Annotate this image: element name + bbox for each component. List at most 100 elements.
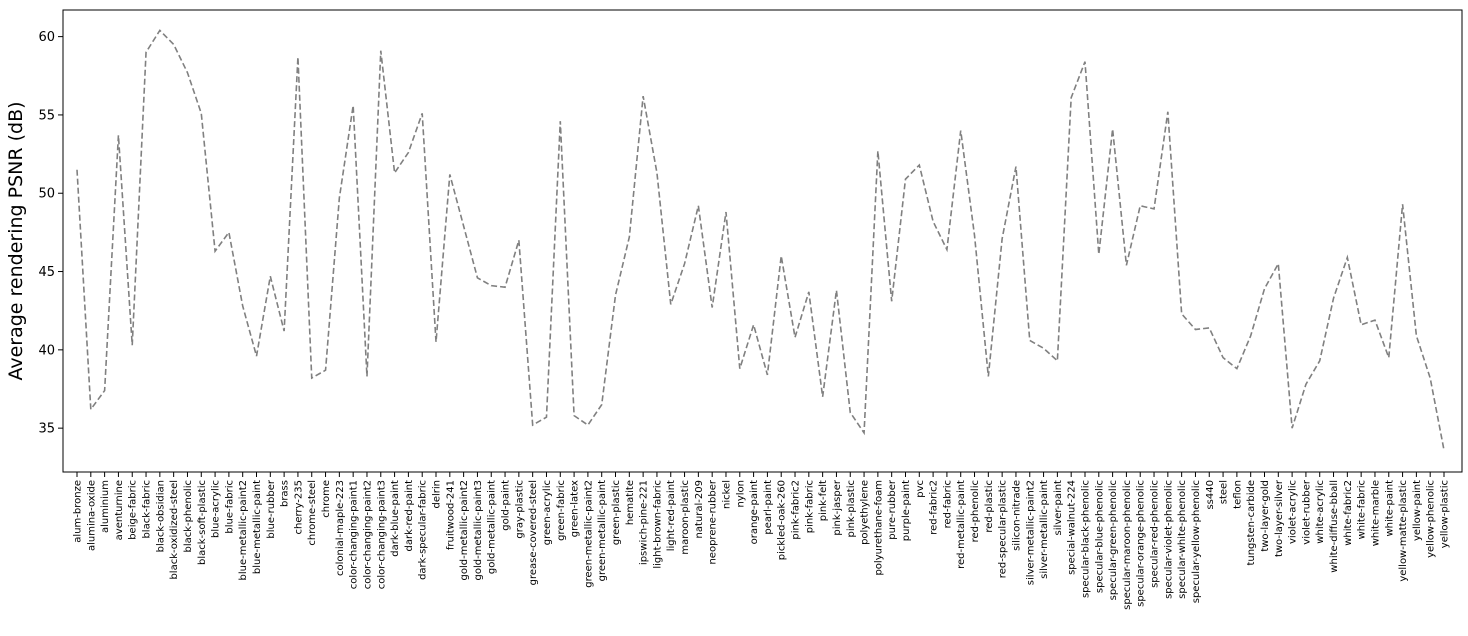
x-tick-label: specular-red-phenolic xyxy=(1150,480,1161,588)
x-tick-label: red-specular-plastic xyxy=(998,480,1009,578)
x-tick-label: blue-fabric xyxy=(224,480,235,534)
x-tick-label: specular-black-phenolic xyxy=(1080,480,1091,598)
x-tick-label: black-obsidian xyxy=(155,480,166,552)
x-tick-label: specular-violet-phenolic xyxy=(1163,480,1174,599)
x-tick-label: dark-red-paint xyxy=(404,480,415,552)
x-tick-label: red-fabric2 xyxy=(929,480,940,535)
x-tick-label: silver-paint xyxy=(1053,480,1064,536)
x-tick-label: green-latex xyxy=(570,480,581,537)
psnr-series-line xyxy=(76,29,1445,451)
x-tick-label: two-layer-gold xyxy=(1260,480,1271,552)
x-tick-label: green-plastic xyxy=(611,480,622,545)
x-tick-label: steel xyxy=(1219,480,1230,504)
x-tick-label: dark-blue-paint xyxy=(390,480,401,557)
x-tick-label: fruitwood-241 xyxy=(445,480,456,550)
x-tick-label: green-metallic-paint xyxy=(597,480,608,581)
x-tick-label: pvc xyxy=(915,480,926,498)
y-tick-label: 50 xyxy=(38,187,55,202)
x-tick-label: black-oxidized-steel xyxy=(169,480,180,580)
x-tick-label: black-soft-plastic xyxy=(197,480,208,565)
y-tick-label: 40 xyxy=(38,343,55,358)
x-tick-label: specular-white-phenolic xyxy=(1177,480,1188,599)
x-tick-label: red-metallic-paint xyxy=(956,480,967,569)
x-tick-label: violet-rubber xyxy=(1301,479,1312,545)
x-tick-label: yellow-paint xyxy=(1412,480,1423,541)
x-tick-label: blue-metallic-paint xyxy=(252,480,263,574)
x-tick-label: gold-metallic-paint xyxy=(487,480,498,574)
x-tick-label: nylon xyxy=(735,480,746,508)
x-tick-label: chrome xyxy=(321,480,332,518)
y-tick-label: 60 xyxy=(38,30,55,45)
x-tick-label: chrome-steel xyxy=(307,480,318,546)
x-tick-label: pink-felt xyxy=(818,480,829,521)
y-tick-label: 55 xyxy=(38,108,55,123)
x-tick-label: green-acrylic xyxy=(542,480,553,545)
x-tick-label: polyethylene xyxy=(860,480,871,545)
x-tick-label: white-diffuse-bball xyxy=(1329,480,1340,573)
x-tick-label: white-marble xyxy=(1370,480,1381,546)
x-tick-label: color-changing-paint3 xyxy=(376,480,387,589)
x-tick-label: white-fabric2 xyxy=(1343,480,1354,546)
x-tick-label: red-phenolic xyxy=(970,480,981,542)
x-tick-label: color-changing-paint1 xyxy=(349,480,360,589)
x-tick-label: colonial-maple-223 xyxy=(335,480,346,576)
x-tick-label: white-paint xyxy=(1384,480,1395,537)
x-tick-label: black-phenolic xyxy=(183,480,194,553)
x-tick-label: natural-209 xyxy=(694,480,705,538)
x-tick-label: yellow-plastic xyxy=(1440,480,1451,548)
x-tick-label: gray-plastic xyxy=(514,480,525,539)
x-tick-label: teflon xyxy=(1232,480,1243,509)
x-tick-label: pickled-oak-260 xyxy=(777,480,788,560)
x-tick-label: specular-blue-phenolic xyxy=(1094,480,1105,593)
x-tick-label: specular-orange-phenolic xyxy=(1136,480,1147,607)
x-tick-label: maroon-plastic xyxy=(680,480,691,555)
x-tick-label: orange-paint xyxy=(749,480,760,544)
x-tick-label: pure-rubber xyxy=(887,479,898,540)
x-tick-label: light-brown-fabric xyxy=(652,480,663,569)
plot-area-frame xyxy=(62,9,1463,473)
x-tick-label: tungsten-carbide xyxy=(1246,480,1257,566)
x-tick-label: red-fabric xyxy=(942,480,953,528)
x-tick-label: neoprene-rubber xyxy=(708,479,719,564)
x-tick-label: special-walnut-224 xyxy=(1067,480,1078,575)
x-tick-label: blue-rubber xyxy=(266,479,277,539)
x-tick-label: nickel xyxy=(721,480,732,509)
x-tick-label: hematite xyxy=(625,480,636,525)
x-tick-label: pink-jasper xyxy=(832,479,843,535)
x-tick-label: two-layer-silver xyxy=(1274,479,1285,557)
x-tick-label: polyurethane-foam xyxy=(873,480,884,576)
x-tick-label: black-fabric xyxy=(142,480,153,539)
x-tick-label: white-fabric xyxy=(1357,480,1368,539)
x-tick-label: silver-metallic-paint xyxy=(1039,480,1050,579)
x-tick-label: yellow-phenolic xyxy=(1426,480,1437,558)
x-tick-label: pink-fabric xyxy=(804,480,815,533)
x-tick-label: green-metallic-paint2 xyxy=(583,480,594,588)
x-tick-label: brass xyxy=(280,480,291,507)
x-tick-label: dark-specular-fabric xyxy=(418,480,429,580)
x-tick-label: red-plastic xyxy=(984,480,995,533)
x-tick-label: pink-fabric2 xyxy=(791,480,802,540)
x-tick-label: gold-metallic-paint2 xyxy=(459,480,470,580)
y-axis-ticks: 35 40 45 50 55 60 xyxy=(38,30,63,437)
x-tick-label: green-fabric xyxy=(556,480,567,541)
x-axis-ticks: alum-bronze alumina-oxide aluminium aventur… xyxy=(73,472,1451,610)
x-tick-label: pink-plastic xyxy=(846,480,857,538)
y-tick-label: 35 xyxy=(38,422,55,437)
x-tick-label: silicon-nitrade xyxy=(1011,480,1022,551)
x-tick-label: white-acrylic xyxy=(1315,480,1326,544)
x-tick-label: specular-maroon-phenolic xyxy=(1122,480,1133,610)
x-tick-label: yellow-matte-plastic xyxy=(1398,480,1409,582)
x-tick-label: color-changing-paint2 xyxy=(362,480,373,589)
x-tick-label: light-red-paint xyxy=(666,480,677,551)
x-tick-label: purple-paint xyxy=(901,480,912,541)
x-tick-label: specular-yellow-phenolic xyxy=(1191,480,1202,603)
x-tick-label: blue-acrylic xyxy=(211,480,222,538)
x-tick-label: gold-paint xyxy=(501,480,512,531)
y-tick-label: 45 xyxy=(38,265,55,280)
x-tick-label: blue-metallic-paint2 xyxy=(238,480,249,580)
x-tick-label: aventurnine xyxy=(114,480,125,540)
x-tick-label: specular-green-phenolic xyxy=(1108,480,1119,600)
x-tick-label: cherry-235 xyxy=(293,480,304,534)
x-tick-label: silver-metallic-paint2 xyxy=(1025,480,1036,585)
